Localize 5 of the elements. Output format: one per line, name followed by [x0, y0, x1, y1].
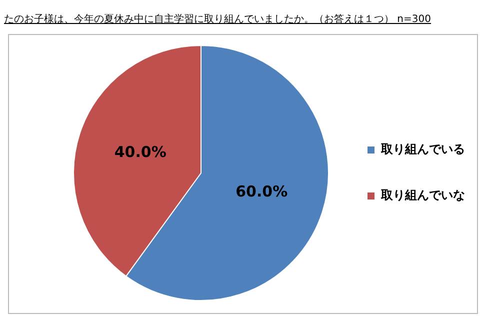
legend-label: 取り組んでいな — [380, 188, 465, 202]
chart-title: たのお子様は、今年の夏休み中に自主学習に取り組んでいましたか。（お答えは１つ） n=300 — [3, 12, 432, 27]
data-label: 40.0% — [114, 143, 166, 162]
data-label: 60.0% — [236, 182, 288, 201]
legend-label: 取り組んでいる — [380, 142, 465, 156]
